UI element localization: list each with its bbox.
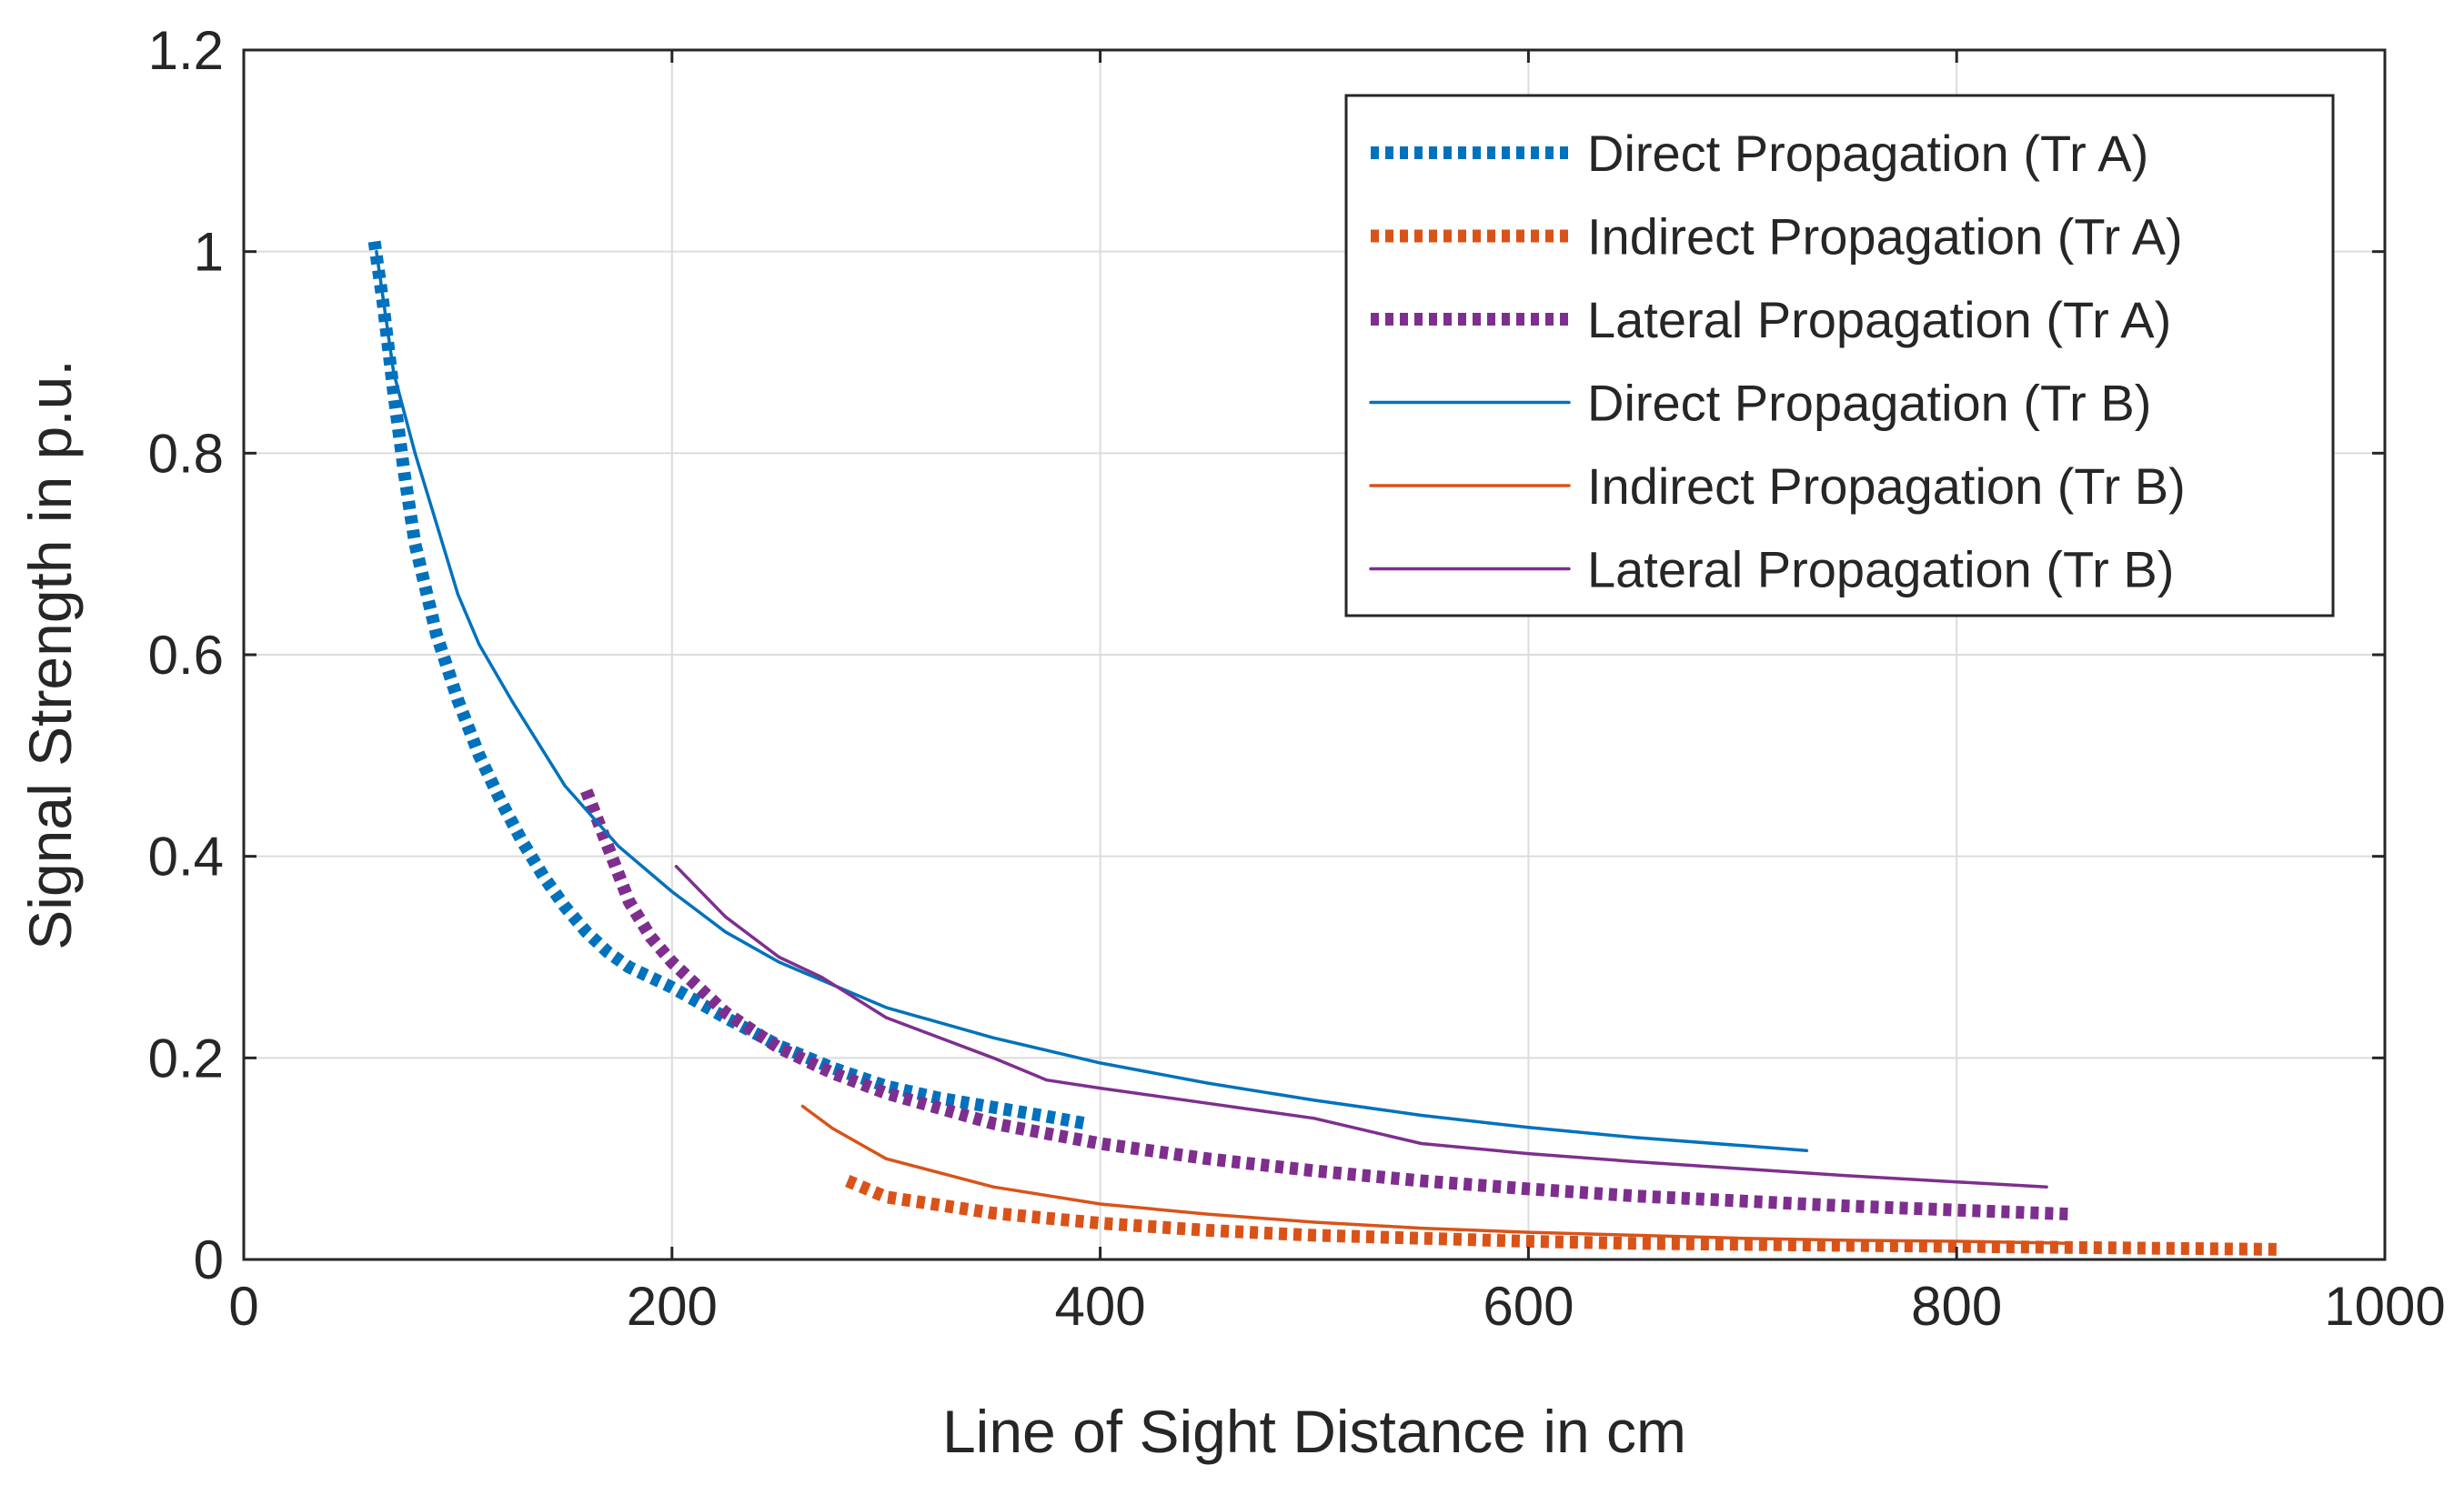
series-line-1 (367, 240, 1087, 1130)
legend-label: Indirect Propagation (Tr A) (1587, 208, 2183, 266)
y-tick-label: 0.8 (148, 423, 224, 484)
x-tick-label: 800 (1911, 1276, 2002, 1337)
x-tick-label: 600 (1483, 1276, 1574, 1337)
x-tick-label: 200 (627, 1276, 718, 1337)
y-tick-label: 0.6 (148, 625, 224, 686)
series-line-4 (375, 249, 1809, 1153)
x-tick-label: 1000 (2324, 1276, 2445, 1337)
legend-label: Direct Propagation (Tr B) (1587, 375, 2151, 432)
y-tick-label: 0.4 (148, 827, 224, 888)
legend-label: Direct Propagation (Tr A) (1587, 125, 2148, 182)
series-line-6 (674, 865, 2048, 1189)
y-tick-label: 0 (194, 1229, 224, 1290)
series-layer (367, 240, 2278, 1256)
legend-box (1344, 94, 2335, 617)
y-tick-label: 1 (194, 222, 224, 283)
legend-label: Lateral Propagation (Tr B) (1587, 541, 2174, 598)
legend-label: Indirect Propagation (Tr B) (1587, 457, 2186, 515)
x-axis-label: Line of Sight Distance in cm (942, 1398, 1686, 1465)
x-tick-label: 0 (228, 1276, 258, 1337)
series-line-5 (800, 1104, 2072, 1246)
x-tick-label: 400 (1055, 1276, 1146, 1337)
series-line-3 (580, 788, 2071, 1221)
y-tick-label: 1.2 (148, 20, 224, 81)
y-axis-label: Signal Strength in p.u. (16, 359, 84, 949)
y-tick-label: 0.2 (148, 1028, 224, 1089)
legend: Direct Propagation (Tr A) Indirect Propag… (1344, 94, 2335, 617)
legend-label: Lateral Propagation (Tr A) (1587, 291, 2171, 348)
axis-ticks: 0 200 400 600 800 1000 0 0.2 0.4 0.6 0.8 1 1.2 (148, 20, 2446, 1337)
series-line-2 (845, 1175, 2278, 1256)
